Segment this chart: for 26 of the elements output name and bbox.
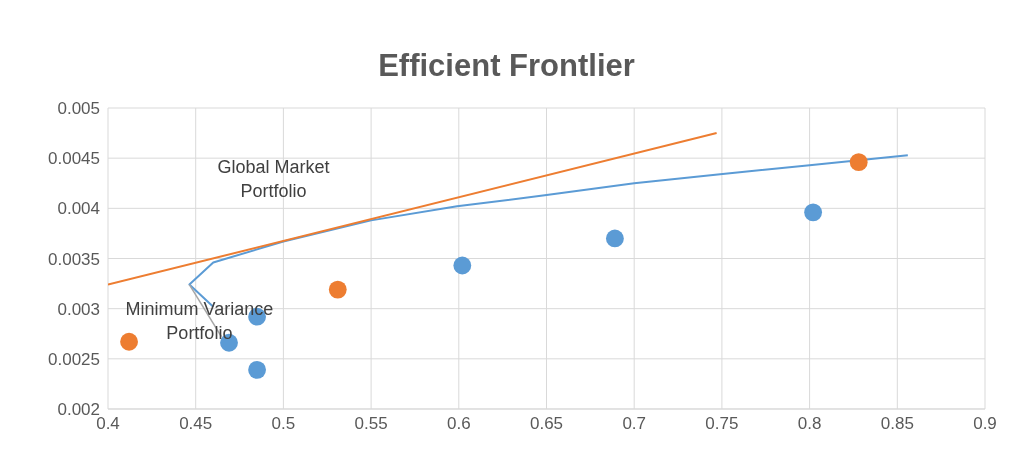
chart-title: Efficient Frontlier [377,47,636,85]
y-tick-label: 0.005 [57,99,100,119]
point [605,229,624,248]
annotation: Global Market Portfolio [217,157,330,202]
point [120,332,138,351]
x-tick-label: 0.65 [529,414,564,434]
y-tick-label: 0.004 [57,199,100,219]
y-tick-label: 0.0025 [48,349,100,369]
y-tick-label: 0.003 [57,299,100,319]
point [248,360,267,379]
x-tick-label: 0.9 [973,414,997,434]
y-tick-label: 0.0045 [48,149,100,169]
point [328,280,347,299]
x-tick-label: 0.5 [271,414,296,434]
x-tick-label: 0.4 [96,414,120,434]
x-tick-label: 0.7 [622,414,647,434]
x-tick-label: 0.8 [797,414,822,434]
point [849,153,868,172]
x-tick-label: 0.45 [179,414,213,434]
x-tick-label: 0.75 [705,414,739,434]
x-tick-label: 0.6 [446,414,471,434]
y-tick-label: 0.0035 [48,249,100,269]
point [804,203,823,222]
x-tick-label: 0.85 [880,414,914,434]
point [453,256,472,275]
x-tick-label: 0.55 [354,414,388,434]
